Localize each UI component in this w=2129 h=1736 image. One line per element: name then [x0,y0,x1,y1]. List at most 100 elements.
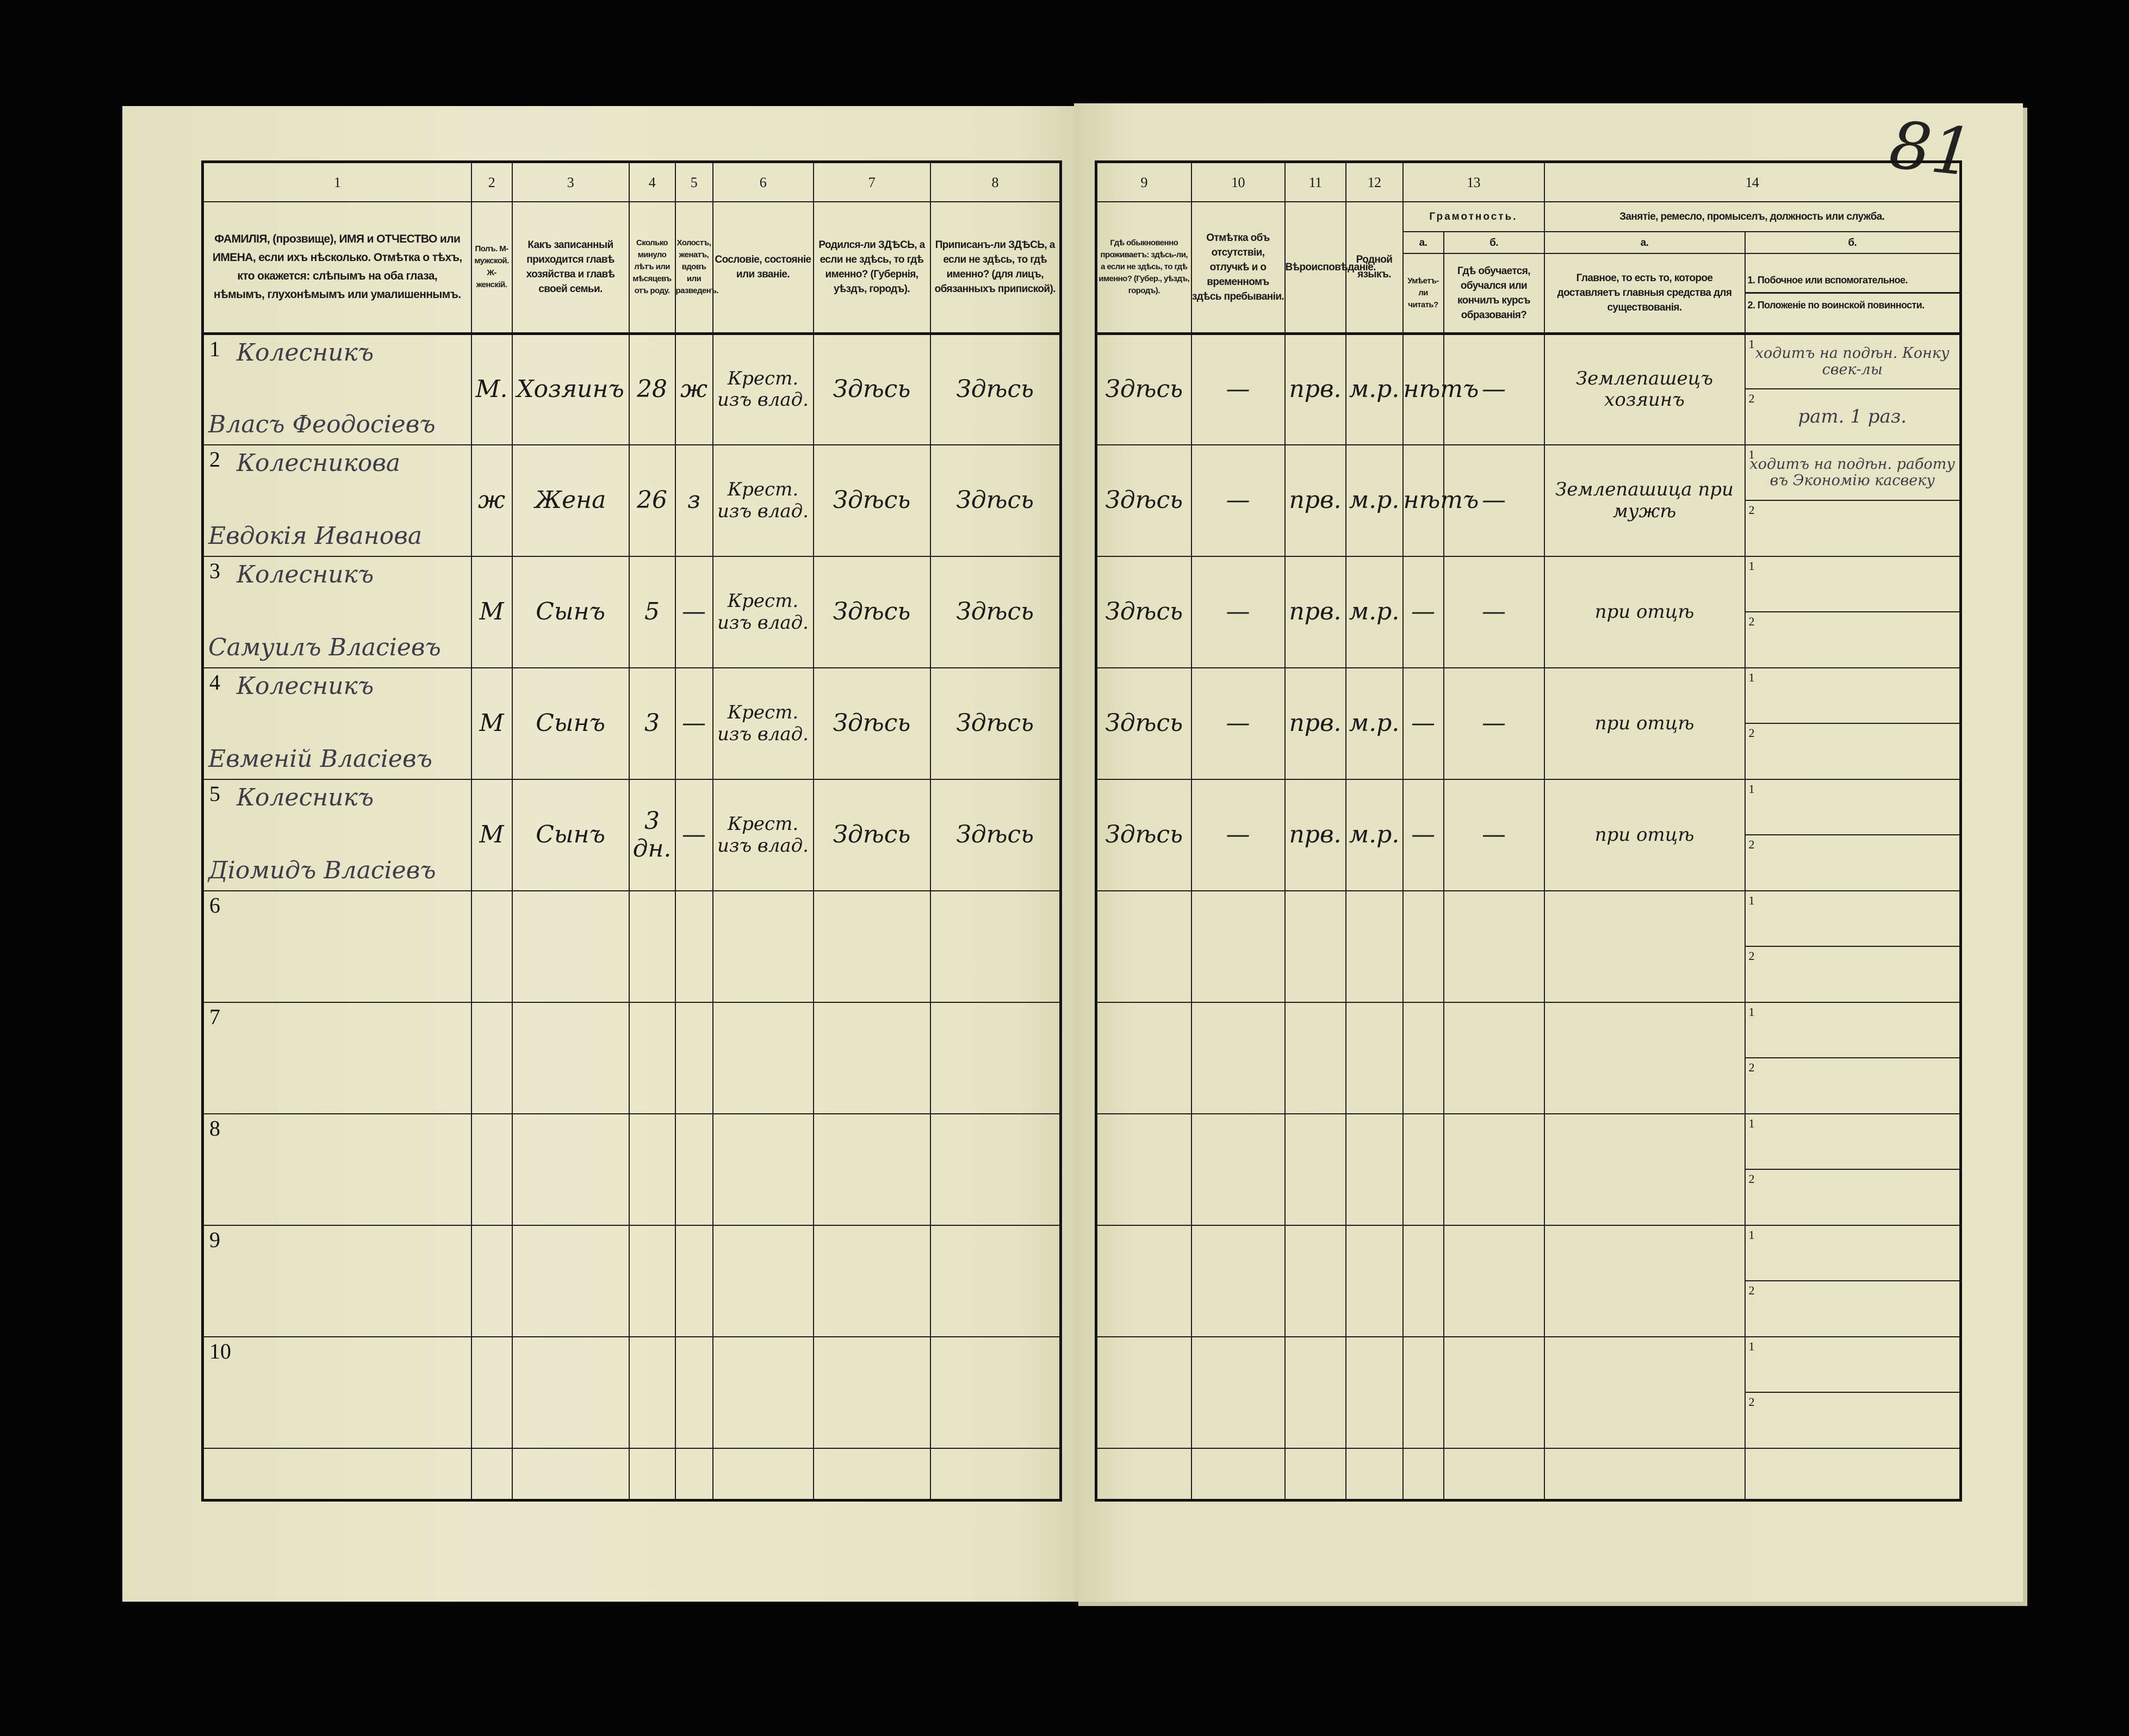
table-row-sub: 2 [1096,1280,1962,1337]
col-1-header: ФАМИЛІЯ, (прозвище), ИМЯ и ОТЧЕСТВО или … [202,201,472,335]
table-row: 4 Колесникъ Евменій Власіевъ М Сынъ 3— Крест. … [202,667,1062,780]
table-row-sub: 2 [1096,834,1962,891]
relation-cell [511,1225,630,1337]
relation-cell [511,890,630,1003]
table-footer-space [1095,1448,1962,1501]
secondary-occupation: ходитъ на подѣн. работу въ Экономію касв… [1749,456,1956,489]
residence-cell [1095,890,1192,1003]
relation-cell: Сынъ [511,556,630,668]
given-name: Власъ Феодосіевъ [208,411,436,439]
table-row-sub: 2 [1096,611,1962,668]
religion-cell [1284,890,1346,1003]
col-5-header: Холостъ, женатъ, вдовъ или разведенъ. [674,201,719,335]
row-number: 6 [209,893,220,917]
estate-cell [712,1225,814,1337]
residence-cell [1095,1113,1192,1226]
registered-cell [929,1225,1062,1337]
birthplace-cell: Здѣсь [812,779,931,891]
age-cell: 28 [628,333,676,445]
age-cell: 5 [628,556,676,668]
estate-cell [712,1336,814,1449]
education-cell: — [1443,667,1545,780]
occupation-cell: при отцѣ [1543,667,1746,780]
relation-cell: Сынъ [511,779,630,891]
registered-cell [929,890,1062,1003]
secondary-occupation-cell: 1 [1744,1225,1962,1281]
col-9-header: Гдѣ обыкновенно проживаетъ: здѣсь-ли, а … [1095,201,1192,335]
military-status-cell: 2 [1744,723,1962,780]
birthplace-cell [812,1336,931,1449]
col-13b-label: б. [1443,231,1545,254]
sub-label-2: 2 [1748,1284,1755,1297]
empty-cell [1543,1448,1746,1501]
sex-cell: М [470,556,513,668]
col-13-title: Грамотность. [1402,201,1545,232]
military-status-cell: 2 [1744,500,1962,557]
secondary-occupation-cell: 1 [1744,890,1962,947]
registered-cell [929,1002,1062,1114]
sex-cell: М. [470,333,513,445]
table-row: 10 [202,1336,1062,1449]
absence-cell: — [1190,779,1286,891]
occupation-cell [1543,1113,1746,1226]
absence-cell: — [1190,556,1286,668]
residence-cell: Здѣсь [1095,556,1192,668]
table-row-sub: 2 [1096,946,1962,1003]
military-status: рат. 1 раз. [1798,405,1907,427]
registered-cell [929,1113,1062,1226]
surname: Колесникъ [237,672,374,700]
col-5-number: 5 [674,161,713,202]
name-cell: 1 Колесникъ Власъ Феодосіевъ [202,333,472,445]
residence-cell: Здѣсь [1095,779,1192,891]
empty-cell [1095,1448,1192,1501]
sex-cell [470,1225,513,1337]
col-14a-header: Главное, то есть то, которое доставляетъ… [1543,253,1746,335]
occupation-cell [1543,1336,1746,1449]
absence-cell [1190,1225,1286,1337]
relation-cell [511,1336,630,1449]
table-row: 2 Колесникова Евдокія Иванова ж Жена 26 з Крест… [202,444,1062,557]
literate-cell [1402,1336,1444,1449]
age-cell: 26 [628,444,676,557]
row-number: 3 [209,559,220,583]
education-cell: — [1443,444,1545,557]
military-status-cell: 2 [1744,1392,1962,1449]
col-11-number: 11 [1284,161,1346,202]
empty-cell [1443,1448,1545,1501]
secondary-occupation-cell: 1 [1744,1002,1962,1058]
religion-cell: прв. [1284,444,1346,557]
row-number: 10 [209,1339,231,1363]
row-number: 9 [209,1227,220,1252]
table-row: 1 Колесникъ Власъ Феодосіевъ М. Хозяинъ 28 ж Кр… [202,333,1062,445]
given-name: Евдокія Иванова [208,522,423,550]
birthplace-cell [812,890,931,1003]
col-2-number: 2 [470,161,513,202]
table-row: 1 [1095,1336,1962,1449]
marital-cell [674,1225,713,1337]
surname: Колесникъ [237,338,374,367]
divider [1745,292,1959,294]
empty-cell [1284,1448,1346,1501]
marital-cell: — [674,779,713,891]
table-row: Здѣсь — прв. м.р. нѣтъ — Землепашецъ хозяинъ 1 х… [1095,333,1962,445]
table-row-sub: 2 рат. 1 раз. [1096,388,1962,445]
col-14a-label: а. [1543,231,1746,254]
table-row-sub: 2 [1096,723,1962,780]
table-row: Здѣсь — прв. м.р. — — при отцѣ 1 [1095,667,1962,780]
surname: Колесникова [237,449,401,477]
table-row: 3 Колесникъ Самуилъ Власіевъ М Сынъ 5— Крест. … [202,556,1062,668]
empty-cell [202,1448,472,1501]
marital-cell [674,890,713,1003]
table-row: 5 Колесникъ Діомидъ Власіевъ М Сынъ 3 дн. — Кре… [202,779,1062,891]
occupation-cell [1543,1002,1746,1114]
language-cell: м.р. [1345,444,1404,557]
table-footer-space [202,1448,1062,1501]
absence-cell [1190,1113,1286,1226]
religion-cell: прв. [1284,779,1346,891]
empty-cell [1744,1448,1962,1501]
col-14b-header: 1. Побочное или вспомогательное. 2. Поло… [1744,253,1962,335]
table-row-sub: 2 [1096,500,1962,557]
marital-cell: — [674,667,713,780]
absence-cell [1190,1336,1286,1449]
birthplace-cell [812,1113,931,1226]
